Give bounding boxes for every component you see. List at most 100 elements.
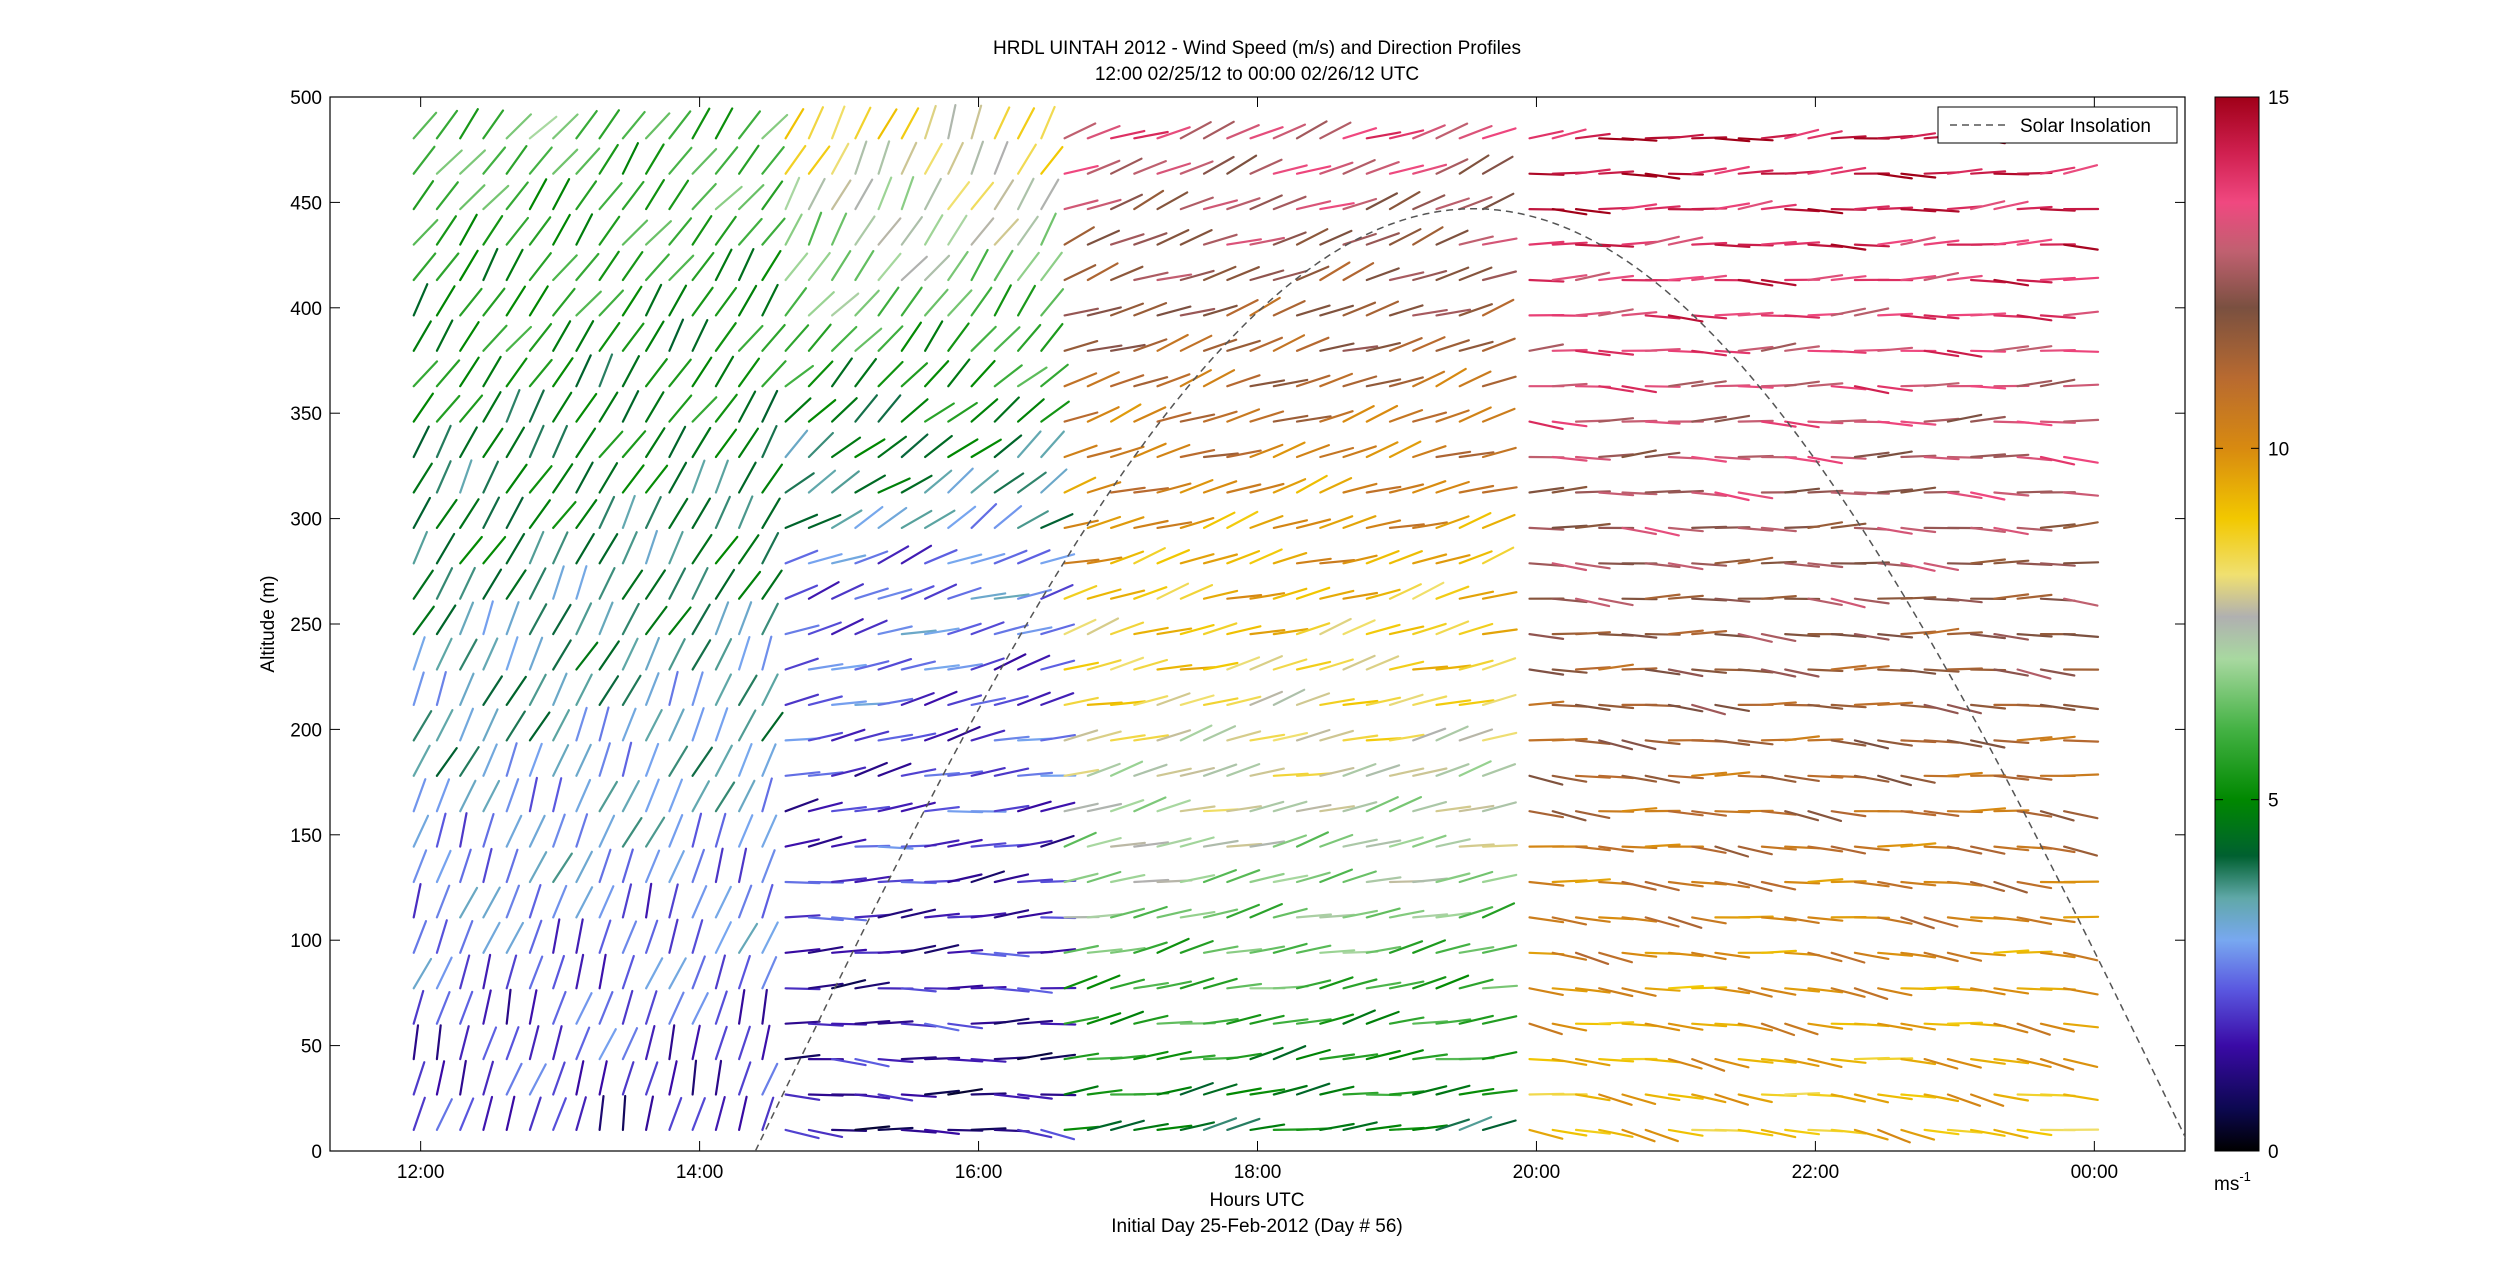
wind-vector [459, 812, 468, 848]
wind-vector [528, 955, 544, 990]
wind-vector [761, 360, 787, 388]
wind-vector [505, 848, 519, 884]
wind-vector [2016, 880, 2053, 890]
wind-vector [575, 532, 595, 565]
wind-vector [1969, 987, 2006, 996]
wind-vector [644, 320, 665, 352]
wind-vector [1086, 802, 1123, 813]
wind-vector [1760, 203, 1797, 211]
wind-vector [1319, 1013, 1355, 1025]
wind-vector [1621, 632, 1658, 639]
wind-vector [737, 390, 757, 423]
wind-vector [1295, 622, 1331, 636]
wind-vector [1737, 345, 1774, 352]
wind-vector [830, 766, 867, 777]
wind-vector [1598, 597, 1634, 607]
wind-vector [1179, 1081, 1214, 1096]
wind-vector [1365, 907, 1401, 919]
wind-vector [598, 885, 615, 919]
wind-vector [993, 179, 1015, 211]
wind-vector [1226, 656, 1261, 671]
wind-vector [1435, 1118, 1471, 1132]
wind-vector [1412, 834, 1447, 848]
wind-vector [505, 325, 533, 352]
wind-vector [737, 534, 760, 565]
wind-vector [877, 845, 914, 850]
wind-vector [1714, 880, 1751, 889]
wind-vector [1202, 369, 1236, 388]
wind-vector [1691, 845, 1727, 854]
wind-vector [528, 711, 551, 742]
wind-vector [459, 601, 475, 636]
wind-vector [877, 1020, 914, 1025]
wind-vector [644, 143, 665, 175]
wind-vector [598, 1028, 617, 1061]
wind-vector [807, 581, 840, 600]
wind-vector [1435, 308, 1472, 317]
wind-vector [1737, 169, 1774, 175]
wind-vector [1737, 1057, 1774, 1064]
wind-vector [1156, 767, 1192, 777]
wind-vector [1109, 799, 1145, 813]
wind-vector [830, 436, 862, 459]
wind-vector [691, 603, 711, 636]
wind-vector [1853, 701, 1891, 707]
wind-vector [1342, 375, 1378, 388]
wind-vector [1969, 703, 2007, 710]
wind-vector [970, 697, 1007, 707]
wind-vector [621, 569, 644, 600]
wind-vector [2039, 703, 2076, 712]
wind-vector [737, 284, 758, 317]
wind-vector [1574, 987, 1611, 994]
wind-vector [923, 839, 960, 848]
wind-vector [1435, 699, 1472, 707]
wind-vector [1691, 880, 1728, 886]
wind-vector [1877, 1022, 1913, 1031]
wind-vector [505, 742, 518, 777]
wind-vector [505, 1026, 520, 1061]
wind-vector [784, 176, 801, 211]
wind-vector [1412, 1020, 1449, 1025]
wind-vector [2016, 950, 2053, 954]
wind-vector [1807, 703, 1844, 710]
wind-vector [482, 989, 492, 1025]
wind-vector [691, 148, 718, 175]
wind-vector [923, 214, 944, 246]
wind-vector [482, 109, 505, 140]
wind-vector [923, 805, 960, 813]
wind-vector [1458, 590, 1495, 600]
wind-vector [1179, 449, 1216, 459]
wind-vector [830, 105, 846, 140]
wind-vector [1365, 342, 1402, 352]
wind-vector [1574, 490, 1612, 494]
wind-vector [1086, 371, 1120, 388]
wind-vector [1388, 625, 1425, 636]
wind-vector [1458, 484, 1495, 494]
wind-vector [1156, 126, 1191, 140]
wind-vector [1412, 665, 1449, 671]
wind-vector [2039, 562, 2076, 567]
wind-vector [947, 467, 974, 494]
wind-vector [923, 509, 956, 530]
wind-vector [1830, 491, 1867, 496]
wind-vector [1784, 632, 1821, 638]
wind-vector [1853, 987, 1889, 1001]
wind-vector [993, 1093, 1030, 1100]
wind-vector [1691, 274, 1728, 282]
wind-vector [505, 181, 529, 211]
wind-vector [854, 106, 872, 140]
wind-vector [830, 397, 858, 423]
wind-vector [854, 550, 889, 565]
wind-vector [737, 1095, 748, 1132]
wind-vector [691, 215, 713, 246]
wind-vector [1877, 739, 1913, 747]
wind-vector [1923, 916, 1959, 928]
wind-vector [1249, 628, 1286, 636]
wind-vector [1388, 228, 1422, 246]
wind-vector [877, 140, 891, 175]
wind-vector [1760, 1022, 1796, 1037]
wind-vector [1528, 278, 1565, 283]
y-tick-label: 500 [290, 88, 322, 109]
wind-vector [1946, 491, 1983, 499]
